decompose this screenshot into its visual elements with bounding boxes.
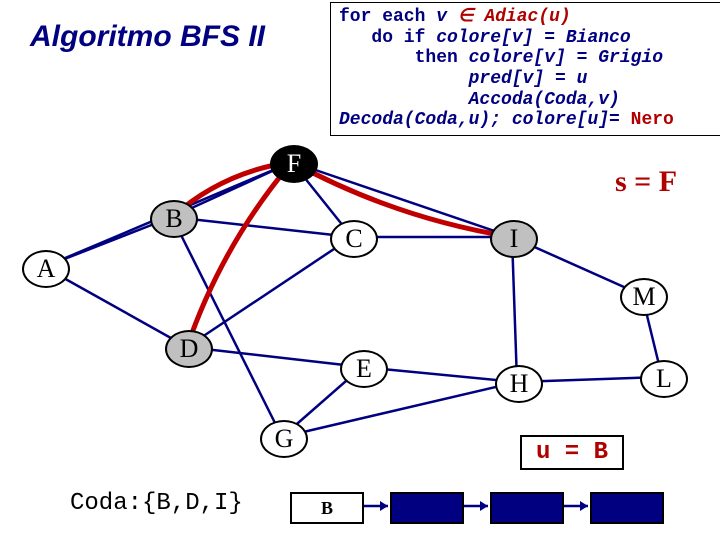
code-line: pred[v] = u [339, 69, 717, 90]
graph-node-i: I [490, 220, 538, 258]
code-line: for each v ∈ Adiac(u) [339, 7, 717, 28]
graph-node-c: C [330, 220, 378, 258]
code-line: Accoda(Coda,v) [339, 90, 717, 111]
graph-node-a: A [22, 250, 70, 288]
stage: Algoritmo BFS II for each v ∈ Adiac(u) d… [0, 0, 720, 540]
code-line: then colore[v] = Grigio [339, 48, 717, 69]
code-box: for each v ∈ Adiac(u) do if colore[v] = … [330, 2, 720, 136]
slide-title: Algoritmo BFS II [30, 20, 265, 54]
graph-node-d: D [165, 330, 213, 368]
graph-node-b: B [150, 200, 198, 238]
code-line: do if colore[v] = Bianco [339, 28, 717, 49]
queue-cell [390, 492, 464, 524]
source-label: s = F [615, 165, 677, 199]
graph-node-e: E [340, 350, 388, 388]
queue-cell: B [290, 492, 364, 524]
graph-node-h: H [495, 365, 543, 403]
coda-text: Coda:{B,D,I} [70, 490, 243, 517]
graph-node-m: M [620, 278, 668, 316]
graph-node-l: L [640, 360, 688, 398]
code-line: Decoda(Coda,u); colore[u]= Nero [339, 110, 717, 131]
graph-node-f: F [270, 145, 318, 183]
queue-cell [590, 492, 664, 524]
graph-node-g: G [260, 420, 308, 458]
current-u-label: u = B [520, 435, 624, 470]
queue-cell [490, 492, 564, 524]
